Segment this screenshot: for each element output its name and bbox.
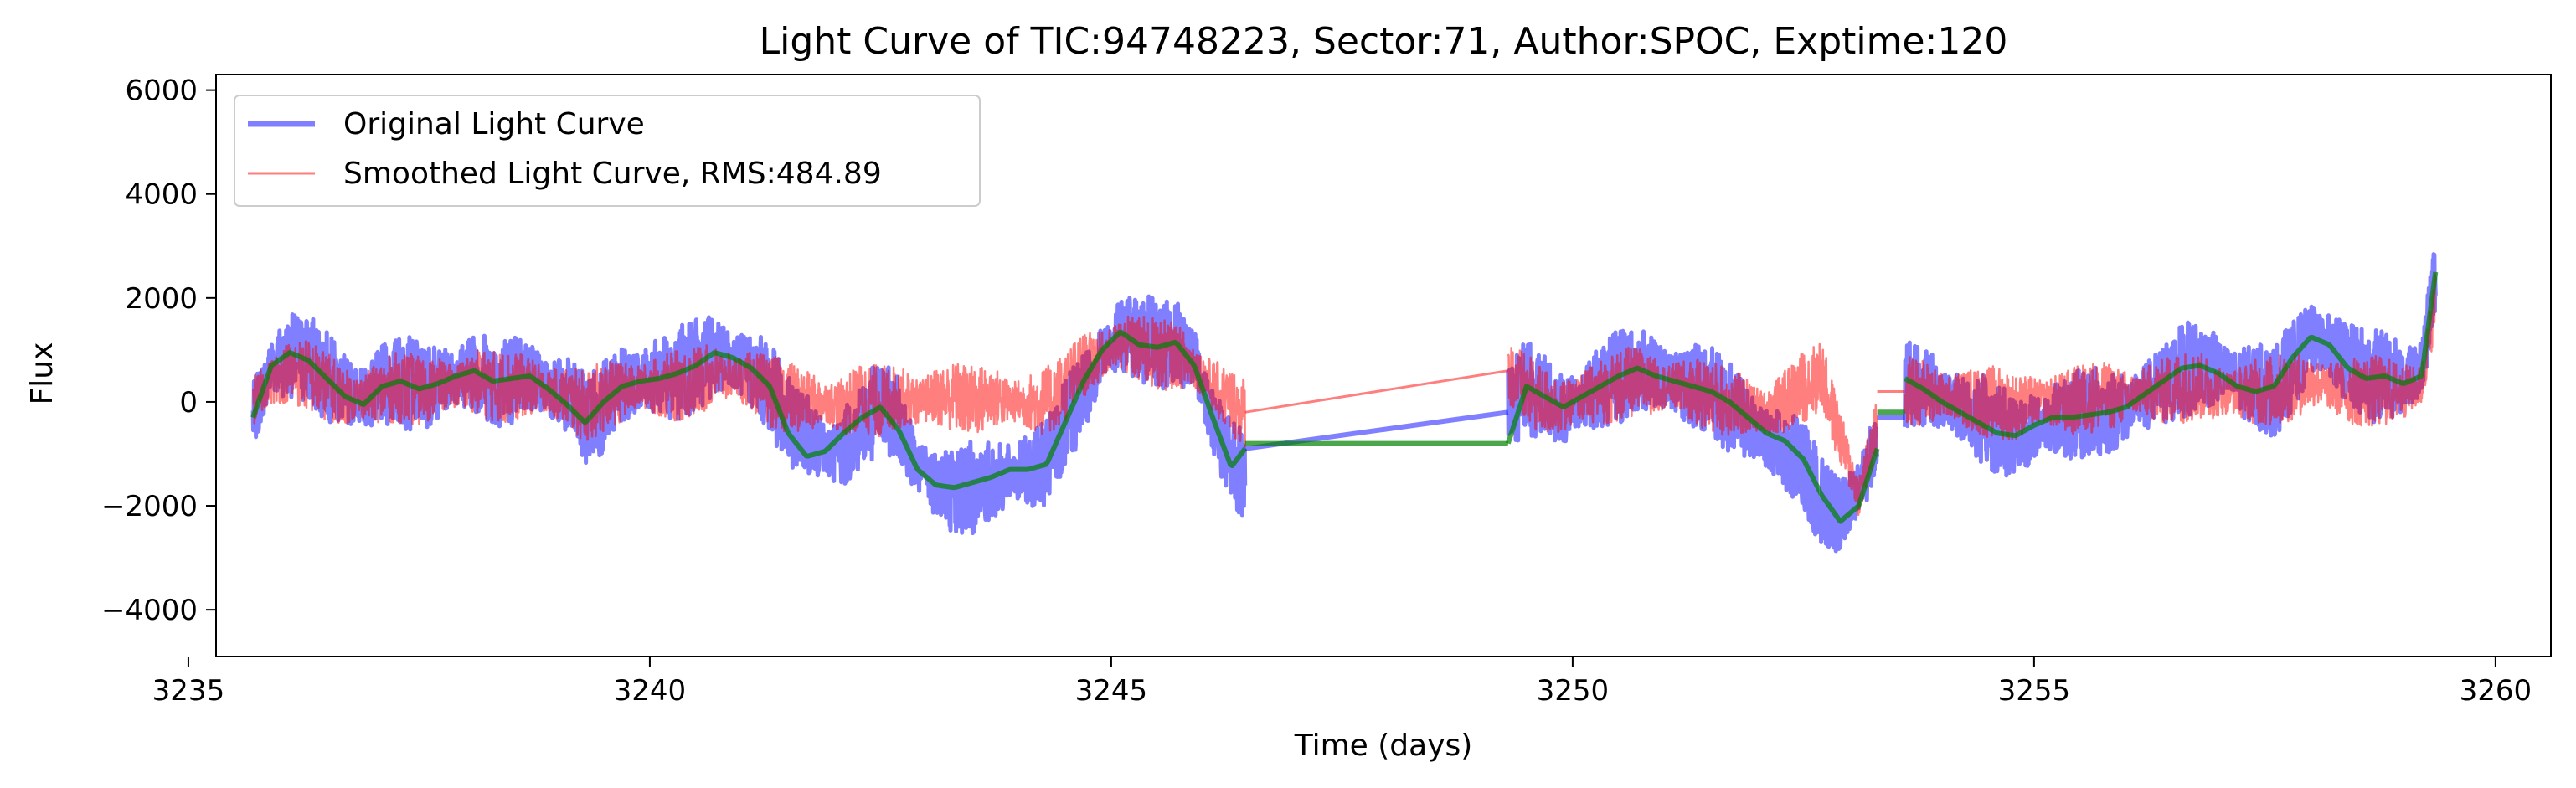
smoothed-light-curve-segment	[1507, 342, 1878, 517]
trend-curve-segment	[1505, 365, 1880, 524]
y-tick-label: 6000	[125, 75, 198, 108]
trend-curve-segment	[250, 330, 1248, 491]
trend-curve-segment	[1904, 271, 2439, 439]
smoothed-light-curve-segment	[1244, 369, 1509, 414]
x-tick-label: 3260	[2460, 674, 2532, 708]
y-tick-label: 0	[179, 386, 198, 420]
chart-title: Light Curve of TIC:94748223, Sector:71, …	[760, 20, 2008, 63]
series-layer	[250, 252, 2439, 554]
y-axis-title: Flux	[25, 342, 59, 405]
y-axis: −4000 −2000 0 2000 4000 6000	[101, 75, 216, 627]
smoothed-light-curve-segment	[1904, 274, 2437, 441]
y-tick-label: −2000	[101, 490, 198, 523]
y-tick-label: 2000	[125, 282, 198, 316]
legend-box	[234, 95, 981, 207]
x-tick-label: 3255	[1998, 674, 2071, 708]
plot-frame	[215, 74, 2552, 657]
x-tick-label: 3250	[1537, 674, 1610, 708]
x-tick-label: 3235	[152, 674, 225, 708]
legend-label-original: Original Light Curve	[343, 107, 645, 142]
x-axis-title: Time (days)	[1294, 729, 1473, 763]
legend: Original Light Curve Smoothed Light Curv…	[234, 95, 981, 207]
x-axis: 3235 3240 3245 3250 3255 3260	[152, 657, 2532, 708]
legend-label-smoothed: Smoothed Light Curve, RMS:484.89	[343, 157, 882, 191]
x-tick-label: 3245	[1075, 674, 1148, 708]
y-tick-label: −4000	[101, 594, 198, 627]
y-tick-label: 4000	[125, 178, 198, 212]
x-tick-label: 3240	[614, 674, 687, 708]
